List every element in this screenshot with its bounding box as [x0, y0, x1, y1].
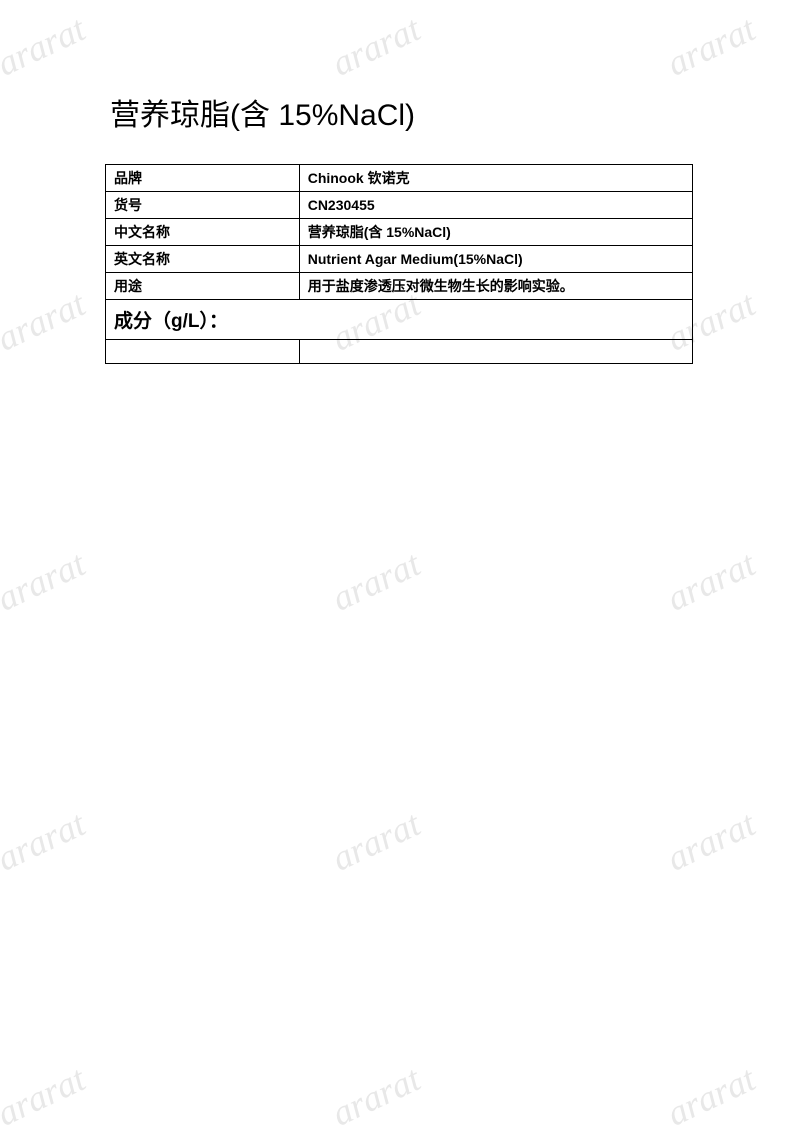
table-row: 英文名称Nutrient Agar Medium(15%NaCl)	[106, 246, 693, 273]
row-label: 品牌	[106, 165, 300, 192]
watermark: ararat	[660, 543, 761, 620]
product-table: 品牌Chinook 钦诺克货号CN230455中文名称营养琼脂(含 15%NaC…	[105, 164, 693, 364]
row-value: 用于盐度渗透压对微生物生长的影响实验。	[299, 273, 692, 300]
page-title: 营养琼脂(含 15%NaCl)	[110, 90, 693, 134]
watermark: ararat	[0, 1058, 92, 1134]
watermark: ararat	[325, 1058, 426, 1134]
section-header: 成分（g/L）：	[106, 300, 693, 340]
row-value: Nutrient Agar Medium(15%NaCl)	[299, 246, 692, 273]
table-row: 货号CN230455	[106, 192, 693, 219]
table-row: 用途用于盐度渗透压对微生物生长的影响实验。	[106, 273, 693, 300]
row-value: Chinook 钦诺克	[299, 165, 692, 192]
table-row: 中文名称营养琼脂(含 15%NaCl)	[106, 219, 693, 246]
empty-cell	[106, 340, 300, 364]
table-row: 品牌Chinook 钦诺克	[106, 165, 693, 192]
empty-cell	[299, 340, 692, 364]
section-header-row: 成分（g/L）：	[106, 300, 693, 340]
document-content: 营养琼脂(含 15%NaCl) 品牌Chinook 钦诺克货号CN230455中…	[0, 0, 793, 364]
row-label: 货号	[106, 192, 300, 219]
row-value: 营养琼脂(含 15%NaCl)	[299, 219, 692, 246]
row-label: 英文名称	[106, 246, 300, 273]
empty-row	[106, 340, 693, 364]
row-label: 用途	[106, 273, 300, 300]
watermark: ararat	[660, 803, 761, 880]
watermark: ararat	[0, 803, 92, 880]
row-label: 中文名称	[106, 219, 300, 246]
watermark: ararat	[0, 543, 92, 620]
watermark: ararat	[325, 803, 426, 880]
watermark: ararat	[660, 1058, 761, 1134]
watermark: ararat	[325, 543, 426, 620]
row-value: CN230455	[299, 192, 692, 219]
